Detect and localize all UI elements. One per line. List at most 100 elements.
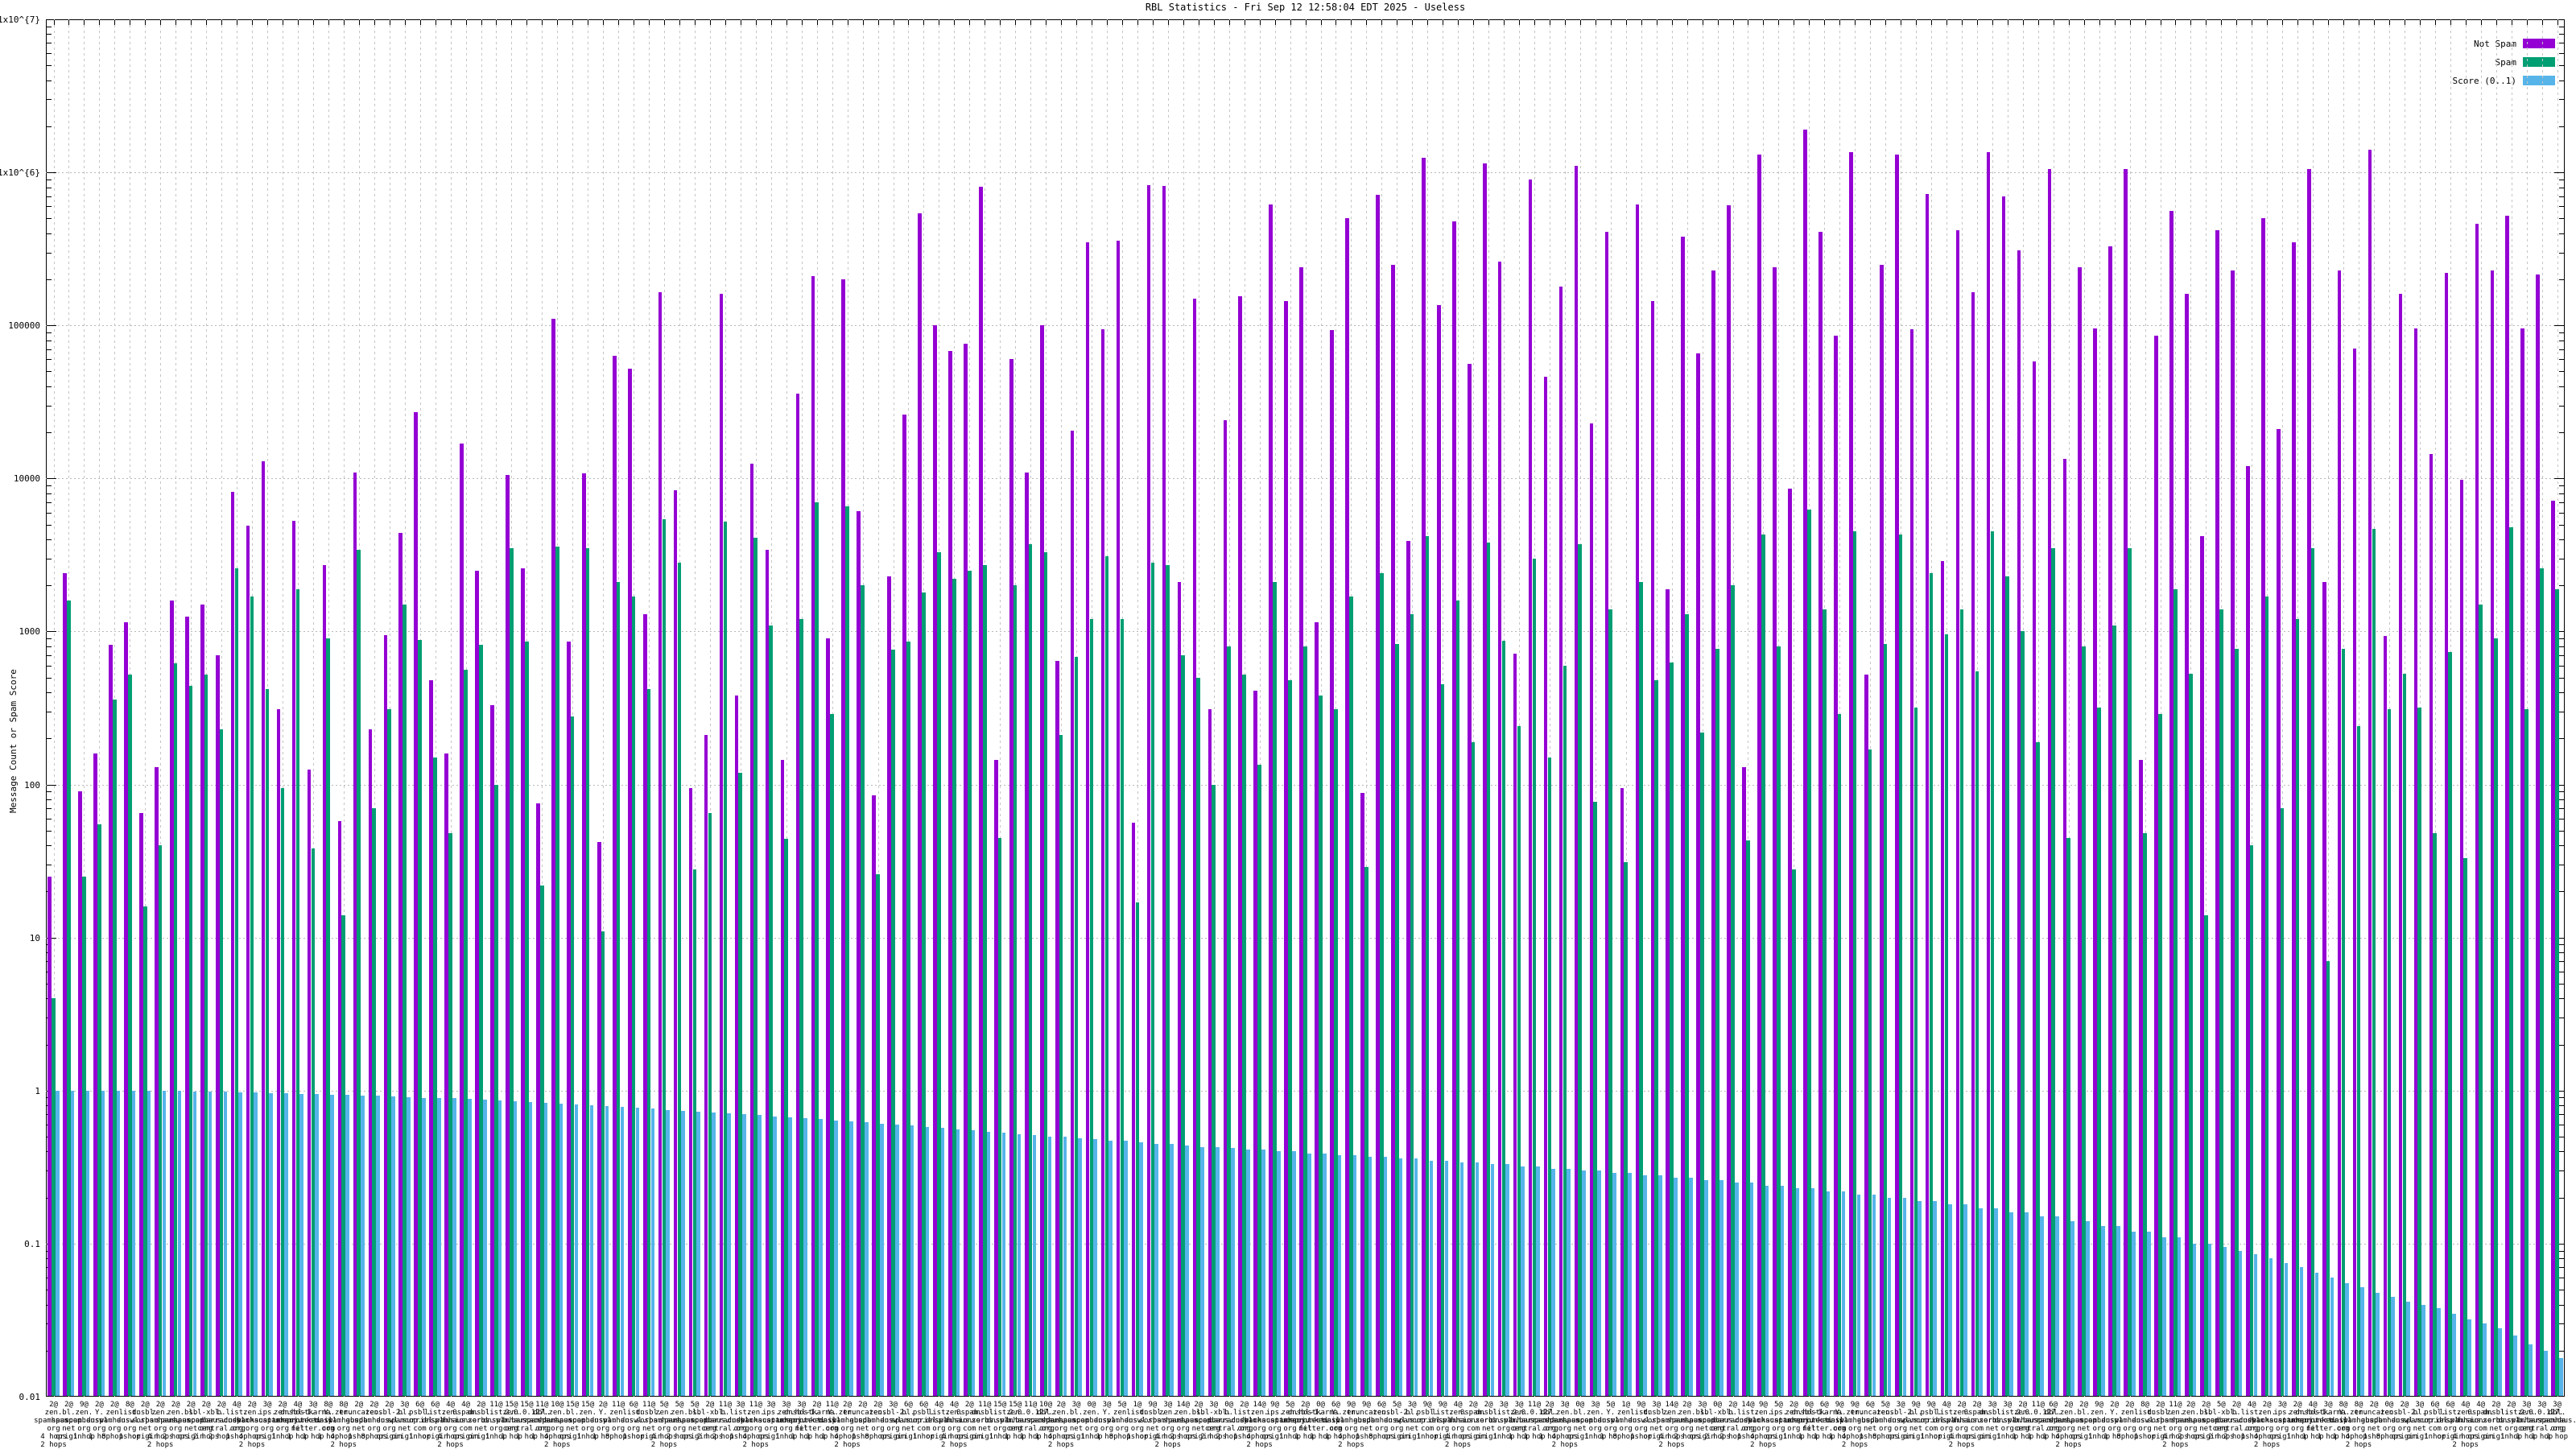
y-tick-label: 10000 (13, 473, 40, 485)
bar-not-spam (1757, 155, 1761, 1396)
bar-spam (173, 663, 178, 1396)
bar-score-0-1 (422, 1097, 426, 1396)
bar-score-0-1 (635, 1108, 640, 1396)
bar-not-spam (1773, 266, 1777, 1396)
bar-not-spam (1208, 709, 1212, 1396)
x-category-label: 2@ bl. spamcop. net origin (2066, 1401, 2102, 1441)
bar-not-spam (2352, 348, 2357, 1396)
x-category-label: 3@ hostkarma. junkemail filter.com 1 hop (2306, 1401, 2351, 1441)
y-minor-tick-right (2559, 1304, 2564, 1306)
bar-spam (1104, 556, 1109, 1396)
bar-spam (601, 931, 605, 1396)
y-minor-tick-right (2559, 279, 2564, 280)
x-tick-top (2526, 20, 2528, 25)
bar-not-spam (1650, 300, 1655, 1396)
bar-not-spam (1451, 221, 1456, 1396)
x-category-label: 2@ zen. spamhaus. org 1 hop (2277, 1401, 2318, 1441)
bar-not-spam (2108, 246, 2113, 1396)
x-category-label: 5@ zen. spamhaus. org 2 hops (659, 1401, 700, 1441)
y-minor-tick-left (47, 799, 52, 800)
x-category-label: 3@ nsbl-2. dnswl. org origin (1885, 1401, 1917, 1441)
x-tick-top (343, 20, 345, 25)
bar-spam (418, 640, 422, 1396)
bar-spam (555, 546, 559, 1396)
x-tick-top (832, 20, 833, 25)
bar-not-spam (291, 520, 296, 1396)
x-tick-top (496, 20, 497, 25)
x-category-label: 2@ zen. spamhaus. org 2 hops (2171, 1401, 2211, 1441)
y-minor-tick-left (47, 279, 52, 280)
bar-not-spam (109, 644, 113, 1396)
bar-spam (784, 839, 788, 1396)
bar-score-0-1 (1368, 1156, 1373, 1396)
bar-score-0-1 (2131, 1231, 2136, 1396)
bar-not-spam (460, 443, 464, 1396)
x-category-label: 0@ sbl-xbl. spamhaus. org 2 hops (1698, 1401, 1737, 1441)
x-category-label: 2@ list. dnswl. org 1 hop (1231, 1401, 1257, 1441)
x-category-label: 3@ dnsbl. sorbs. net origin (1979, 1401, 2006, 1441)
x-category-label: 15@ zen. spamhaus. org 1 hop (568, 1401, 608, 1441)
x-tick-top (2465, 20, 2467, 25)
bar-not-spam (2032, 361, 2037, 1396)
y-minor-tick-left (47, 654, 52, 656)
bar-spam (204, 675, 208, 1396)
bar-score-0-1 (940, 1128, 945, 1396)
bar-score-0-1 (2238, 1250, 2243, 1396)
y-minor-tick-left (47, 405, 52, 407)
y-minor-tick-left (47, 585, 52, 587)
bar-spam (2219, 609, 2223, 1396)
y-minor-tick-right (2559, 371, 2564, 373)
bar-score-0-1 (2345, 1283, 2350, 1396)
bar-spam (2174, 588, 2178, 1396)
bar-score-0-1 (1291, 1151, 1296, 1396)
x-tick-top (1534, 20, 1535, 25)
bar-not-spam (414, 412, 419, 1396)
bar-score-0-1 (1231, 1148, 1235, 1396)
x-gridline (603, 19, 605, 1397)
bar-spam (112, 699, 117, 1396)
x-category-label: 3@ nsbl-2. dnswl. org origin (877, 1401, 909, 1441)
x-category-label: 9@ Y. dnswl. org 1 hop (1826, 1401, 1853, 1441)
bar-spam (1150, 563, 1155, 1396)
bar-spam (1639, 582, 1643, 1396)
bar-spam (1043, 551, 1048, 1396)
bar-score-0-1 (330, 1094, 334, 1396)
x-category-label: 2@ zen. spamhaus. org 4 hops 2 hops (34, 1401, 73, 1449)
x-category-label: 2@ zen. spamhaus. org 8 hops (2110, 1401, 2149, 1441)
bar-score-0-1 (391, 1096, 395, 1396)
bar-score-0-1 (1918, 1200, 1922, 1396)
bar-not-spam (841, 279, 846, 1396)
bar-score-0-1 (1047, 1137, 1052, 1396)
x-tick-top (2541, 20, 2543, 25)
bar-score-0-1 (2529, 1344, 2533, 1396)
x-category-label: 2@ sbl-xbl. spamhaus. org 2 hops (186, 1401, 226, 1441)
bar-not-spam (826, 638, 831, 1396)
bar-spam (67, 600, 71, 1396)
x-tick-top (1931, 20, 1932, 25)
x-category-label: 2@ dnsbl. sorbs. net origin (1475, 1401, 1502, 1441)
bar-not-spam (185, 617, 189, 1396)
y-major-tick-right (2554, 1243, 2564, 1245)
bar-spam (1883, 643, 1888, 1396)
y-minor-tick-right (2559, 386, 2564, 387)
bar-not-spam (2215, 229, 2219, 1396)
bar-spam (1028, 544, 1033, 1396)
bar-spam (1578, 544, 1583, 1396)
y-minor-tick-left (47, 99, 52, 101)
x-category-label: 3@ dnsbl. sorbs. net origin (1643, 1401, 1670, 1441)
x-tick-top (1870, 20, 1872, 25)
y-minor-tick-right (2559, 405, 2564, 407)
bar-spam (1257, 764, 1261, 1396)
bar-score-0-1 (238, 1092, 243, 1396)
bar-score-0-1 (2421, 1304, 2425, 1396)
bar-spam (982, 565, 987, 1396)
bar-not-spam (1925, 194, 1930, 1396)
x-tick-top (2037, 20, 2039, 25)
bar-spam (2082, 646, 2086, 1396)
bar-not-spam (1879, 264, 1884, 1396)
bar-spam (2204, 914, 2208, 1396)
bar-score-0-1 (1994, 1208, 1998, 1396)
x-category-label: 3@ Y. dnswl. org 1 hop (1093, 1401, 1121, 1441)
bar-spam (311, 848, 316, 1396)
x-category-label: 5@ nsbl-2. dnswl. org origin (1381, 1401, 1413, 1441)
